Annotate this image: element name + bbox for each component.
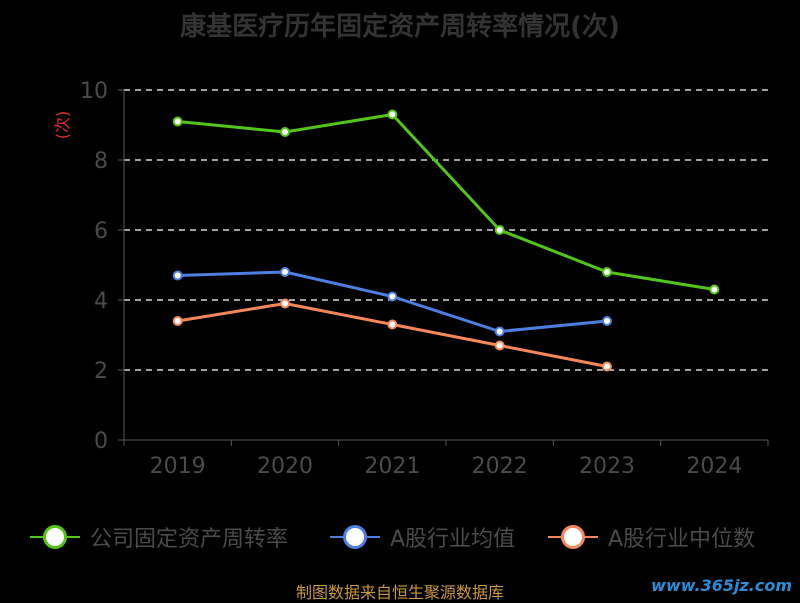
data-point[interactable] — [602, 267, 612, 277]
series — [172, 109, 720, 295]
x-tick-label: 2021 — [364, 454, 420, 479]
y-tick-label: 2 — [94, 359, 108, 384]
y-tick-labels: 0 2 4 6 8 10 — [80, 79, 108, 454]
data-point[interactable] — [387, 291, 398, 302]
y-tick-label: 6 — [94, 219, 108, 244]
watermark: www.365jz.com — [651, 576, 792, 595]
legend-item-industry-median[interactable]: A股行业中位数 — [548, 522, 755, 552]
legend-swatch — [548, 525, 598, 549]
y-tick-label: 0 — [94, 429, 108, 454]
x-tick-labels: 2019 2020 2021 2022 2023 2024 — [150, 454, 743, 479]
legend-swatch — [30, 525, 80, 549]
chart-title: 康基医疗历年固定资产周转率情况(次) — [180, 12, 620, 42]
data-point[interactable] — [602, 361, 612, 372]
y-tick-label: 8 — [94, 149, 108, 174]
data-point[interactable] — [387, 109, 398, 120]
data-point[interactable] — [280, 127, 290, 137]
axes — [118, 89, 769, 446]
series-group — [172, 109, 720, 372]
series-line — [177, 302, 608, 368]
y-axis-label: (次) — [53, 111, 72, 140]
x-tick-label: 2024 — [686, 454, 742, 479]
data-point[interactable] — [494, 225, 505, 235]
x-tick-label: 2023 — [579, 454, 635, 479]
series — [172, 267, 612, 337]
legend-item-company[interactable]: 公司固定资产周转率 — [30, 522, 288, 552]
legend-swatch — [330, 525, 380, 549]
legend-label: A股行业均值 — [390, 527, 516, 552]
data-point[interactable] — [494, 326, 505, 337]
legend-label: 公司固定资产周转率 — [90, 527, 289, 552]
data-point[interactable] — [172, 316, 183, 326]
y-tick-label: 4 — [94, 289, 108, 314]
x-tick-label: 2020 — [257, 454, 313, 479]
data-point[interactable] — [602, 316, 612, 326]
data-point[interactable] — [387, 319, 398, 330]
source-note: 制图数据来自恒生聚源数据库 — [295, 583, 504, 602]
x-tick-label: 2022 — [472, 454, 528, 479]
series — [172, 298, 612, 372]
x-tick-label: 2019 — [150, 454, 206, 479]
data-point[interactable] — [494, 340, 505, 351]
data-point[interactable] — [709, 284, 720, 295]
data-point[interactable] — [280, 298, 290, 309]
legend: 公司固定资产周转率 A股行业均值 A股行业中位数 — [30, 522, 790, 552]
legend-marker-icon — [43, 525, 67, 549]
gridlines — [124, 89, 768, 371]
legend-marker-icon — [343, 525, 367, 549]
data-point[interactable] — [280, 267, 290, 277]
legend-marker-icon — [561, 525, 585, 549]
data-point[interactable] — [172, 270, 183, 281]
y-tick-label: 10 — [80, 79, 108, 104]
series-line — [177, 113, 715, 291]
data-point[interactable] — [172, 116, 183, 127]
legend-label: A股行业中位数 — [608, 527, 756, 552]
legend-item-industry-mean[interactable]: A股行业均值 — [330, 522, 515, 552]
